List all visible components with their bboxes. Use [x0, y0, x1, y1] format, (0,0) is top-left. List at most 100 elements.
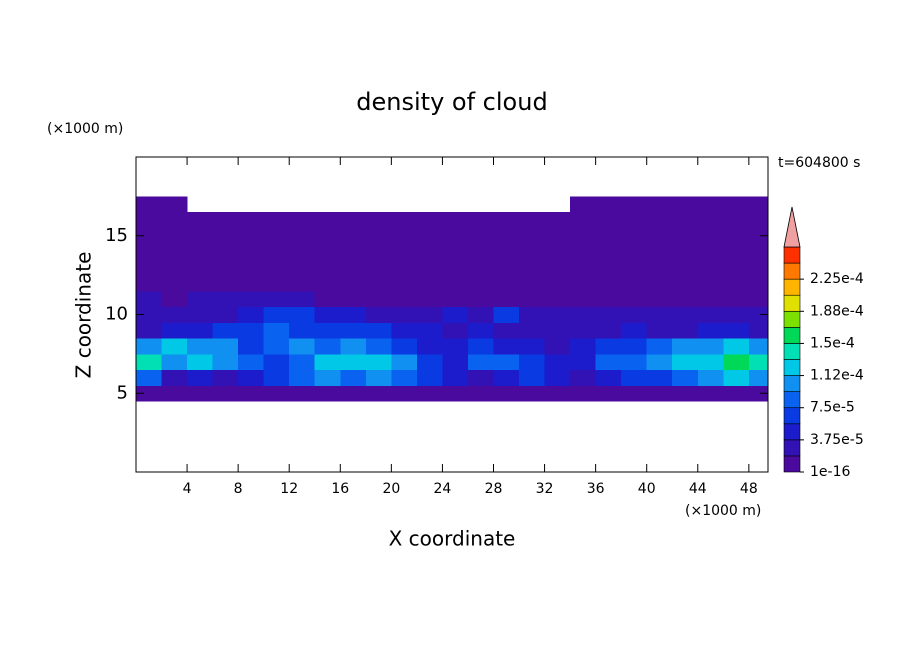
contour-cell	[467, 353, 495, 371]
contour-cell	[442, 259, 469, 276]
contour-cell	[621, 227, 648, 245]
colorbar-extend	[783, 206, 801, 248]
contour-cell	[416, 369, 444, 386]
contour-cell	[289, 275, 316, 292]
contour-cell	[289, 369, 316, 386]
contour-cell	[723, 227, 750, 245]
contour-cell	[263, 212, 290, 229]
x-tick-label: 28	[485, 481, 503, 497]
contour-cell	[519, 385, 546, 402]
contour-cell	[212, 353, 239, 371]
contour-cell	[136, 338, 163, 355]
contour-cell	[697, 212, 724, 229]
contour-cell	[187, 369, 214, 386]
contour-cell	[289, 290, 316, 308]
contour-cell	[519, 306, 546, 323]
contour-cell	[672, 227, 699, 245]
contour-cell	[442, 290, 469, 308]
contour-cell	[289, 353, 316, 371]
contour-cell	[467, 243, 495, 260]
contour-cell	[544, 227, 571, 245]
contour-cell	[238, 290, 265, 308]
contour-cell	[212, 259, 239, 276]
contour-cell	[595, 369, 622, 386]
contour-cell	[442, 243, 469, 260]
contour-cell	[672, 369, 699, 386]
x-tick-label: 8	[234, 481, 243, 497]
contour-cell	[340, 369, 367, 386]
colorbar-band	[783, 439, 801, 457]
contour-cell	[340, 290, 367, 308]
contour-cell	[544, 369, 571, 386]
contour-cell	[136, 243, 163, 260]
contour-cell	[314, 306, 341, 323]
contour-cell	[314, 322, 341, 339]
contour-cell	[570, 369, 597, 386]
contour-cell	[748, 259, 768, 276]
contour-cell	[416, 306, 444, 323]
contour-cell	[493, 369, 520, 386]
contour-cell	[238, 322, 265, 339]
contour-cell	[723, 338, 750, 355]
contour-cell	[595, 353, 622, 371]
colorbar-band	[783, 423, 801, 441]
contour-cell	[621, 259, 648, 276]
contour-cell	[391, 275, 418, 292]
contour-cell	[238, 227, 265, 245]
contour-cell	[595, 243, 622, 260]
colorbar-band	[783, 246, 801, 264]
contour-cell	[467, 275, 495, 292]
contour-cell	[416, 212, 444, 229]
contour-cell	[595, 385, 622, 402]
contour-cell	[748, 275, 768, 292]
contour-cell	[289, 385, 316, 402]
y-tick-label: 15	[105, 225, 128, 246]
contour-cell	[646, 306, 673, 323]
contour-cell	[161, 290, 188, 308]
contour-cell	[697, 322, 724, 339]
colorbar-label: 3.75e-5	[810, 432, 864, 448]
contour-cell	[646, 259, 673, 276]
contour-cell	[723, 369, 750, 386]
contour-cell	[621, 243, 648, 260]
contour-cell	[697, 227, 724, 245]
contour-cell	[289, 259, 316, 276]
contour-cell	[544, 306, 571, 323]
contour-cell	[621, 196, 648, 213]
contour-cell	[672, 212, 699, 229]
contour-cell	[314, 212, 341, 229]
contour-cell	[161, 212, 188, 229]
contour-cell	[723, 259, 750, 276]
contour-cell	[621, 338, 648, 355]
contour-cell	[391, 212, 418, 229]
contour-cell	[416, 338, 444, 355]
contour-cell	[314, 259, 341, 276]
contour-cell	[570, 290, 597, 308]
contour-cell	[748, 385, 768, 402]
contour-cell	[161, 306, 188, 323]
contour-cell	[238, 369, 265, 386]
contour-cell	[212, 306, 239, 323]
contour-cell	[493, 353, 520, 371]
contour-cell	[519, 322, 546, 339]
contour-cell	[416, 259, 444, 276]
x-unit: (×1000 m)	[685, 503, 761, 519]
contour-cell	[289, 243, 316, 260]
contour-cell	[187, 290, 214, 308]
contour-cell	[493, 227, 520, 245]
contour-cell	[187, 385, 214, 402]
contour-cell	[621, 369, 648, 386]
contour-cell	[442, 275, 469, 292]
contour-field	[136, 196, 768, 402]
y-tick-label: 5	[117, 382, 128, 403]
contour-cell	[263, 227, 290, 245]
contour-cell	[442, 369, 469, 386]
contour-cell	[621, 353, 648, 371]
contour-cell	[672, 196, 699, 213]
contour-cell	[340, 385, 367, 402]
contour-cell	[493, 212, 520, 229]
contour-cell	[238, 353, 265, 371]
x-tick-label: 48	[740, 481, 758, 497]
contour-cell	[416, 353, 444, 371]
